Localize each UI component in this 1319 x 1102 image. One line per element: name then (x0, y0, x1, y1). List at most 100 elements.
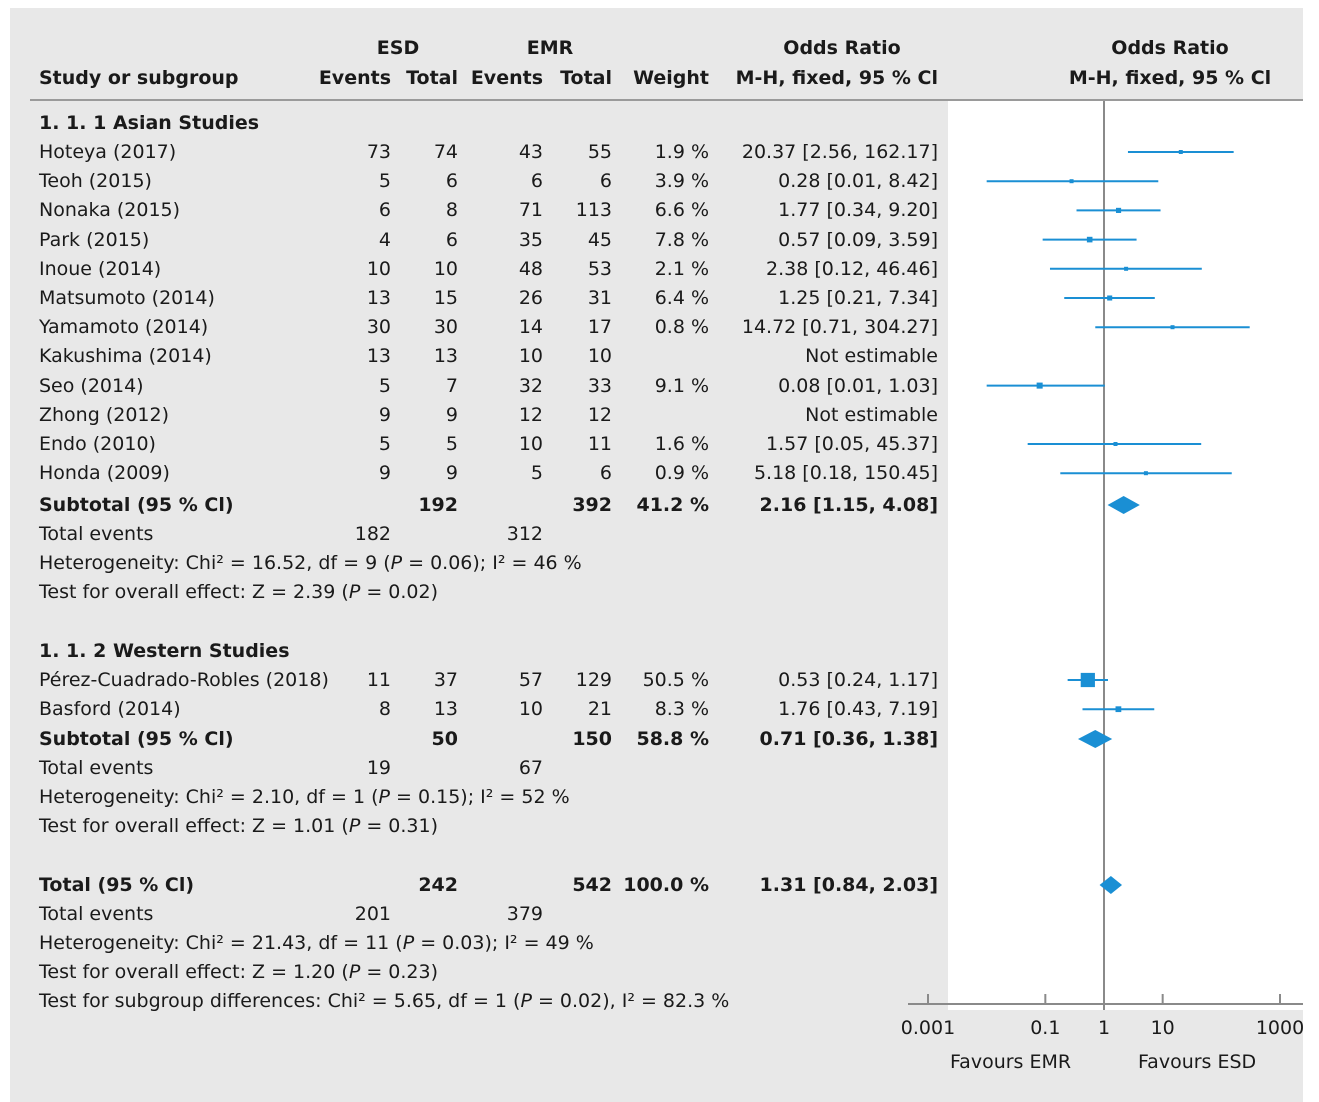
emr-group-header: EMR (526, 37, 574, 59)
study-esd-total: 9 (445, 462, 458, 485)
study-emr-total: 6 (599, 170, 612, 193)
total-label: Total (95 % Cl) (39, 874, 195, 896)
study-name: Pérez-Cuadrado-Robles (2018) (39, 669, 329, 691)
study-esd-total: 8 (445, 199, 458, 222)
study-esd-events: 5 (378, 433, 391, 455)
study-emr-total: 31 (587, 287, 612, 309)
x-tick-label: 1 (1097, 1017, 1111, 1039)
study-emr-total: 12 (587, 403, 612, 426)
study-column-header: Study or subgroup (39, 67, 239, 89)
total-emr-total: 542 (572, 874, 612, 896)
study-ci: 20.37 [2.56, 162.17] (741, 141, 938, 163)
x-tick-label: 0.1 (1030, 1017, 1061, 1039)
study-ci: 14.72 [0.71, 304.27] (741, 316, 938, 339)
study-emr-total: 6 (599, 462, 612, 485)
study-ci: 1.76 [0.43, 7.19] (778, 698, 938, 721)
study-name: Honda (2009) (39, 462, 170, 485)
total-events-label: Total events (39, 523, 154, 545)
esd-group-header: ESD (376, 37, 420, 59)
study-emr-total: 113 (575, 199, 612, 222)
study-emr-events: 5 (530, 462, 543, 485)
emr-events-header: Events (470, 67, 543, 89)
weight-header: Weight (633, 67, 709, 89)
study-emr-total: 55 (587, 141, 612, 163)
group-title-western: 1. 1. 2 Western Studies (39, 640, 290, 662)
study-esd-total: 6 (445, 228, 458, 251)
study-esd-events: 30 (366, 316, 391, 339)
study-name: Teoh (2015) (39, 170, 152, 193)
study-emr-events: 71 (518, 199, 543, 222)
study-esd-total: 5 (445, 433, 458, 455)
study-emr-events: 10 (518, 345, 543, 368)
study-emr-total: 53 (587, 257, 612, 280)
study-name: Seo (2014) (39, 374, 144, 397)
subtotal-ci: 0.71 [0.36, 1.38] (759, 728, 938, 750)
study-weight: 0.8 % (654, 316, 709, 339)
x-tick-label: 0.001 (900, 1017, 956, 1039)
study-esd-total: 13 (433, 345, 458, 368)
study-emr-total: 10 (587, 345, 612, 368)
emr-total-header: Total (560, 67, 612, 89)
total-ci: 1.31 [0.84, 2.03] (759, 874, 938, 896)
study-weight: 2.1 % (654, 257, 709, 280)
subtotal-label: Subtotal (95 % Cl) (39, 494, 234, 516)
subtotal-emr-total: 392 (572, 494, 612, 516)
x-tick-label: 10 (1150, 1017, 1175, 1039)
subtotal-weight: 41.2 % (636, 494, 709, 516)
favours-emr-label: Favours EMR (950, 1051, 1072, 1073)
study-ci: 0.53 [0.24, 1.17] (778, 669, 938, 691)
study-ci: 0.57 [0.09, 3.59] (778, 228, 938, 251)
total-events-label: Total events (39, 903, 154, 925)
study-esd-events: 5 (378, 170, 391, 193)
study-esd-events: 11 (366, 669, 391, 691)
total-events-emr: 379 (506, 903, 543, 925)
study-esd-total: 15 (433, 287, 458, 309)
study-esd-events: 13 (366, 287, 391, 309)
study-ci: 0.28 [0.01, 8.42] (778, 170, 938, 193)
study-name: Park (2015) (39, 228, 150, 251)
total-events-label: Total events (39, 757, 154, 779)
study-name: Hoteya (2017) (39, 141, 177, 163)
subtotal-ci: 2.16 [1.15, 4.08] (759, 494, 938, 516)
study-weight: 6.6 % (654, 199, 709, 222)
study-emr-events: 35 (518, 228, 543, 251)
study-emr-events: 48 (518, 257, 543, 280)
total-events-esd: 19 (366, 757, 391, 779)
subtotal-esd-total: 192 (418, 494, 458, 516)
total-esd-total: 242 (418, 874, 458, 896)
study-weight: 1.9 % (654, 141, 709, 163)
heterogeneity-text: Heterogeneity: Chi² = 21.43, df = 11 (P … (39, 932, 594, 954)
study-weight: 50.5 % (642, 669, 709, 691)
study-ci: Not estimable (805, 345, 938, 368)
study-name: Basford (2014) (39, 698, 181, 721)
total-events-emr: 312 (506, 523, 543, 545)
study-emr-events: 26 (518, 287, 543, 309)
study-esd-events: 5 (378, 374, 391, 397)
heterogeneity-text: Heterogeneity: Chi² = 16.52, df = 9 (P =… (39, 552, 582, 574)
esd-total-header: Total (406, 67, 458, 89)
study-name: Matsumoto (2014) (39, 287, 215, 309)
plot-title-header: Odds Ratio (1111, 37, 1229, 59)
study-weight: 0.9 % (654, 462, 709, 485)
study-esd-total: 6 (445, 170, 458, 193)
study-name: Endo (2010) (39, 433, 156, 455)
study-emr-events: 10 (518, 698, 543, 721)
study-weight: 9.1 % (654, 374, 709, 397)
or-title-header: Odds Ratio (783, 37, 901, 59)
overall-effect-text: Test for overall effect: Z = 1.01 (P = 0… (39, 815, 438, 837)
study-name: Zhong (2012) (39, 403, 170, 426)
subtotal-weight: 58.8 % (636, 728, 709, 750)
subgroup-differences-text: Test for subgroup differences: Chi² = 5.… (39, 990, 730, 1012)
study-ci: 1.77 [0.34, 9.20] (778, 199, 938, 222)
study-ci: 5.18 [0.18, 150.45] (753, 462, 938, 485)
study-emr-total: 45 (587, 228, 612, 251)
study-esd-events: 8 (378, 698, 391, 721)
study-esd-total: 7 (445, 374, 458, 397)
overall-effect-text: Test for overall effect: Z = 2.39 (P = 0… (39, 581, 438, 603)
study-weight: 1.6 % (654, 433, 709, 455)
plot-area (948, 101, 1303, 1010)
study-emr-total: 129 (575, 669, 612, 691)
study-name: Inoue (2014) (39, 257, 162, 280)
study-emr-events: 32 (518, 374, 543, 397)
header-rule (30, 99, 1303, 101)
